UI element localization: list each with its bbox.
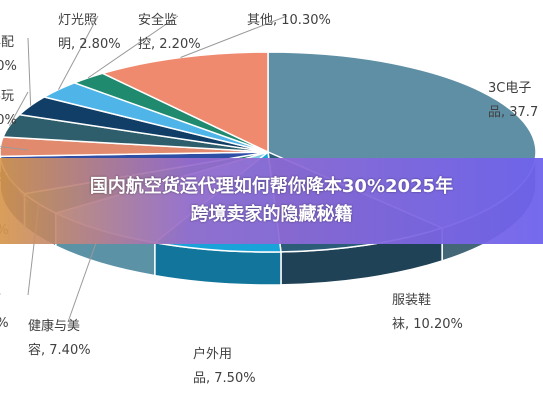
- leader-line-3: [67, 229, 102, 323]
- slice-label-4: 首0%: [0, 292, 9, 331]
- leader-line-11: [180, 15, 288, 58]
- slice-label-9: 灯光照明, 2.80%: [58, 13, 121, 52]
- leader-line-9: [58, 15, 99, 90]
- slice-label-1: 服装鞋袜, 10.20%: [392, 292, 463, 332]
- slice-label-0: 3C电子品, 37.7: [488, 81, 538, 120]
- leader-line-10: [87, 15, 179, 79]
- leader-lines: [0, 15, 288, 323]
- title-banner: 国内航空货运代理如何帮你降本30%2025年 跨境卖家的隐藏秘籍: [0, 158, 543, 244]
- slice-label-11: 其他, 10.30%: [247, 13, 331, 28]
- slice-label-3: 健康与美容, 7.40%: [28, 318, 91, 358]
- leader-line-7: [9, 91, 29, 126]
- slice-label-7: 婴玩60%: [0, 89, 17, 128]
- pie-slice-11: [100, 51, 269, 154]
- leader-line-6: [0, 146, 29, 151]
- slice-label-10: 安全监控, 2.20%: [138, 12, 201, 52]
- banner-line-1: 国内航空货运代理如何帮你降本30%2025年: [89, 176, 454, 197]
- slice-label-2: 户外用品, 7.50%: [193, 346, 256, 386]
- slice-label-8: 年配10%: [0, 35, 17, 74]
- slice-labels: 3C电子品, 37.7 服装鞋袜, 10.20% 户外用品, 7.50% 健康与美容,…: [0, 12, 538, 386]
- banner-line-2: 跨境卖家的隐藏秘籍: [190, 204, 353, 225]
- leader-line-8: [27, 37, 32, 106]
